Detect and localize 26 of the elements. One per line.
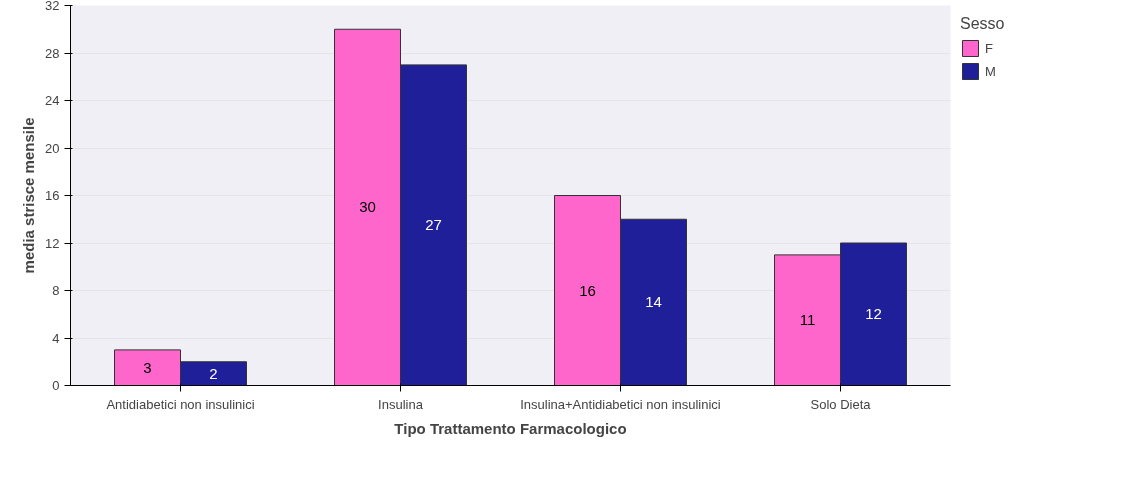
y-tick-label: 8 — [52, 283, 60, 298]
y-tick-label: 24 — [45, 93, 60, 108]
y-tick-label: 16 — [45, 188, 60, 203]
y-tick-label: 28 — [45, 45, 60, 61]
data-label: 30 — [359, 198, 376, 216]
x-tick-label: Insulina — [378, 396, 424, 412]
data-label: 27 — [425, 216, 442, 234]
legend-label: M — [985, 63, 997, 79]
x-tick-label: Solo Dieta — [810, 396, 872, 412]
data-label: 3 — [143, 358, 152, 376]
x-axis-title: Tipo Trattamento Farmacologico — [394, 419, 627, 437]
data-label: 14 — [645, 293, 662, 311]
y-tick-label: 20 — [45, 140, 60, 156]
y-axis-title: media strisce mensile — [20, 117, 38, 274]
x-tick-label: Antidiabetici non insulinici — [106, 396, 255, 412]
x-tick-label: Insulina+Antidiabetici non insulinici — [520, 396, 721, 412]
data-label: 12 — [865, 305, 882, 323]
legend-title: Sesso — [960, 15, 1005, 33]
data-label: 2 — [209, 364, 218, 382]
data-label: 16 — [579, 281, 596, 299]
y-tick-label: 0 — [52, 378, 60, 393]
y-tick-label: 32 — [45, 0, 60, 13]
y-tick-label: 12 — [45, 235, 60, 251]
y-tick-label: 4 — [52, 330, 60, 346]
legend-label: F — [985, 40, 994, 56]
data-label: 11 — [799, 311, 816, 329]
